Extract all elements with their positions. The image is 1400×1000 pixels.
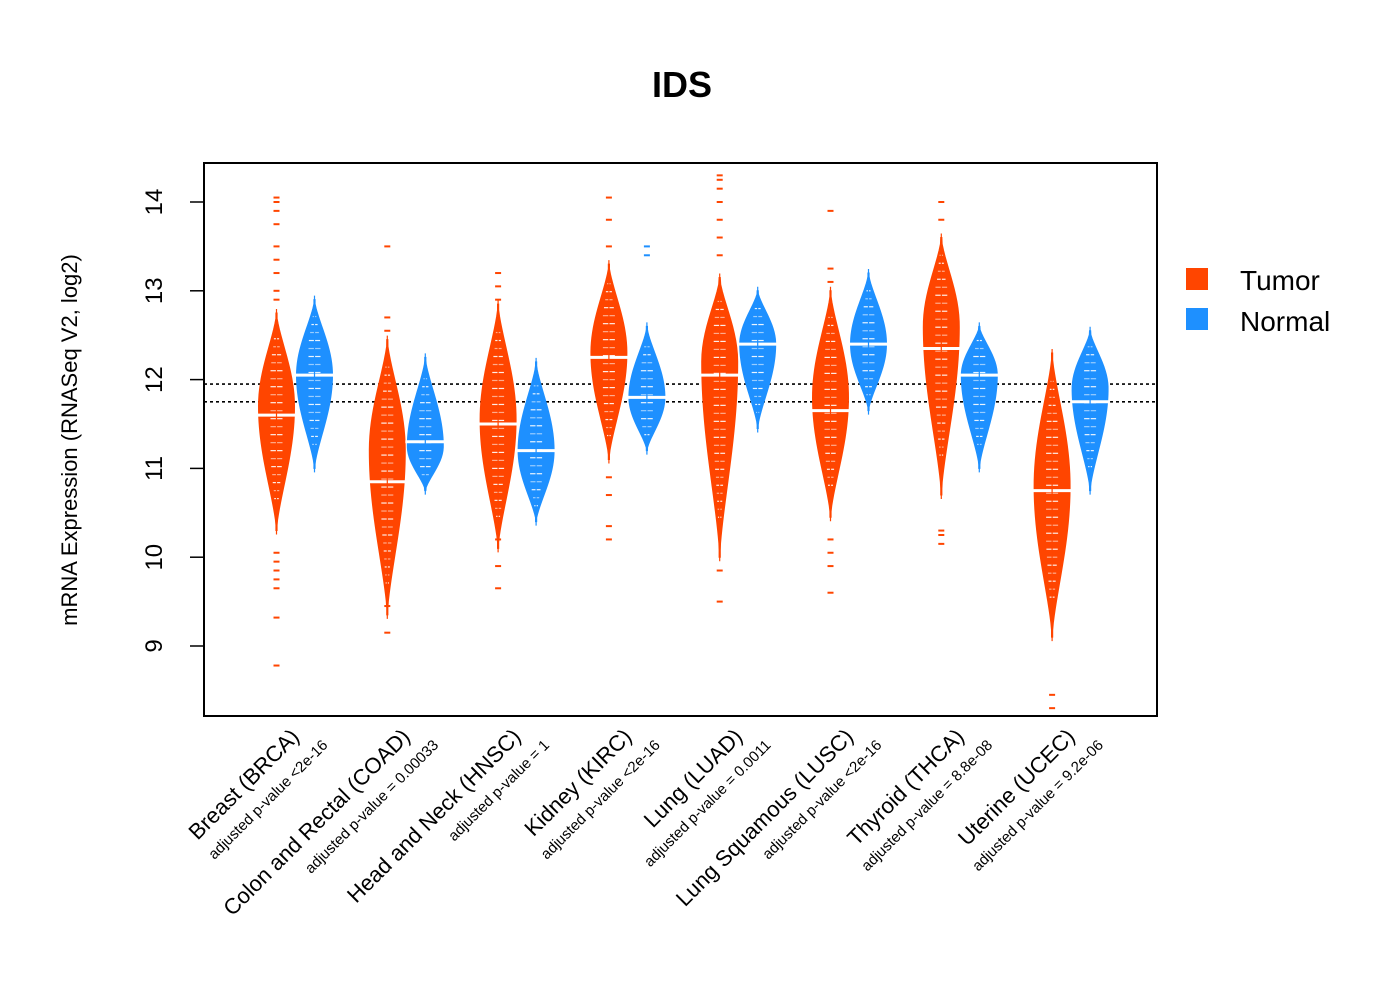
violin-normal [405, 353, 446, 495]
violin-tumor [478, 272, 519, 590]
violin-normal [516, 357, 557, 526]
violin-tumor [921, 201, 962, 545]
violin-layer [256, 174, 1111, 710]
legend-label-normal: Normal [1240, 306, 1330, 337]
legend-swatch-normal [1186, 308, 1208, 330]
violin-tumor [1032, 348, 1073, 710]
y-tick-label: 10 [141, 544, 168, 571]
y-tick-label: 9 [141, 639, 168, 652]
violin-normal [294, 295, 335, 473]
violin-tumor [588, 196, 629, 541]
y-tick-label: 11 [141, 456, 168, 481]
violin-normal [959, 322, 1000, 473]
y-tick-label: 13 [141, 277, 168, 304]
violin-tumor [367, 245, 408, 634]
violin-tumor [810, 209, 851, 594]
legend-label-tumor: Tumor [1240, 265, 1320, 296]
legend-swatch-tumor [1186, 268, 1208, 290]
violin-tumor [699, 174, 740, 603]
violin-normal [1070, 326, 1111, 495]
plot-frame [203, 162, 1158, 717]
x-axis-labels: Breast (BRCA)adjusted p-value <2e-16Colo… [183, 724, 1106, 921]
violin-normal [626, 245, 667, 455]
y-tick-label: 14 [141, 189, 168, 216]
plot-area [203, 162, 1158, 717]
violin-tumor [256, 196, 297, 667]
legend: Tumor Normal [1186, 265, 1330, 337]
reference-lines [204, 383, 1157, 403]
violin-normal [848, 269, 889, 415]
violin-normal [737, 286, 778, 433]
y-axis-label: mRNA Expression (RNASeq V2, log2) [57, 254, 82, 626]
y-axis: 9 10 11 12 13 14 [141, 189, 205, 653]
y-tick-label: 12 [141, 366, 168, 393]
chart-title: IDS [652, 64, 712, 105]
